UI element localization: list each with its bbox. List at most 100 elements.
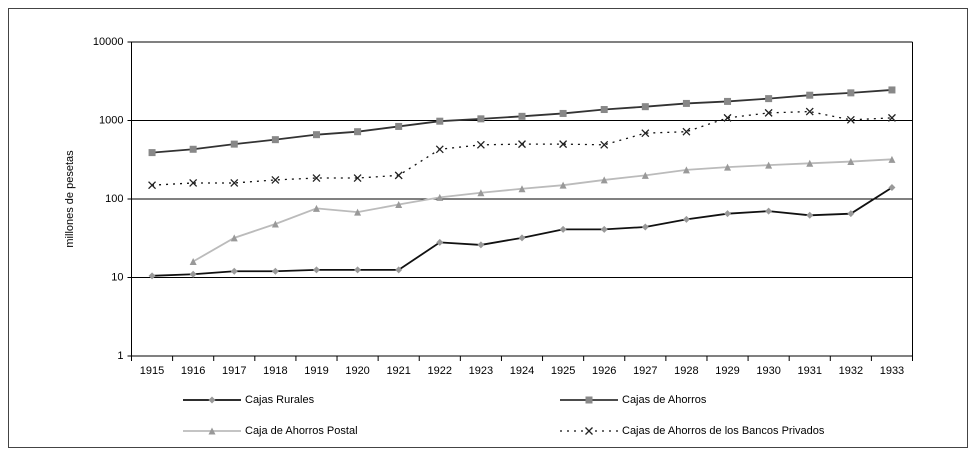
marker xyxy=(724,97,732,105)
marker xyxy=(271,267,279,275)
legend-item: Caja de Ahorros Postal xyxy=(183,425,358,437)
marker xyxy=(888,155,896,163)
marker xyxy=(395,266,403,274)
x-tick-label: 1931 xyxy=(797,365,821,377)
x-tick-label: 1916 xyxy=(181,365,205,377)
marker xyxy=(806,211,814,219)
marker xyxy=(723,113,732,122)
marker xyxy=(312,266,320,274)
marker xyxy=(189,179,198,187)
marker xyxy=(436,193,444,201)
x-tick-label: 1930 xyxy=(756,365,780,377)
marker xyxy=(806,91,814,99)
marker xyxy=(600,225,608,233)
legend-marker xyxy=(585,427,593,435)
marker xyxy=(641,103,649,111)
series-line xyxy=(152,186,893,277)
marker xyxy=(477,115,485,123)
marker xyxy=(435,145,444,154)
marker xyxy=(806,159,814,167)
x-tick-label: 1915 xyxy=(140,365,164,377)
marker xyxy=(765,207,773,215)
marker xyxy=(353,174,362,182)
x-tick-label: 1927 xyxy=(633,365,657,377)
y-axis-label: millones de pesetas xyxy=(64,150,76,248)
marker xyxy=(148,149,156,157)
legend-item: Cajas de Ahorros de los Bancos Privados xyxy=(560,425,825,437)
marker xyxy=(354,208,362,216)
marker xyxy=(354,128,362,136)
marker xyxy=(805,107,814,116)
marker xyxy=(724,163,732,171)
x-tick-label: 1929 xyxy=(715,365,739,377)
marker xyxy=(518,112,526,120)
x-tick-label: 1919 xyxy=(304,365,328,377)
marker xyxy=(847,210,855,218)
x-tick-label: 1925 xyxy=(551,365,575,377)
marker xyxy=(641,171,649,179)
legend-marker xyxy=(208,396,216,404)
marker xyxy=(230,267,238,275)
y-tick-label: 1000 xyxy=(99,114,123,126)
marker xyxy=(559,225,567,233)
marker xyxy=(312,131,320,139)
marker xyxy=(312,204,320,212)
x-tick-label: 1928 xyxy=(674,365,698,377)
marker xyxy=(189,257,197,265)
x-tick-label: 1933 xyxy=(880,365,904,377)
marker xyxy=(189,270,197,278)
marker xyxy=(230,234,238,242)
marker xyxy=(476,140,485,149)
x-tick-label: 1917 xyxy=(222,365,246,377)
x-tick-label: 1921 xyxy=(386,365,410,377)
marker xyxy=(559,140,568,149)
marker xyxy=(847,158,855,166)
marker xyxy=(148,272,156,280)
marker xyxy=(436,117,444,125)
marker xyxy=(477,189,485,197)
marker xyxy=(641,223,649,231)
marker xyxy=(394,171,403,180)
marker xyxy=(230,179,239,187)
marker xyxy=(559,181,567,189)
x-tick-label: 1918 xyxy=(263,365,287,377)
legend-marker xyxy=(208,427,216,435)
marker xyxy=(765,95,773,103)
y-tick-label: 100 xyxy=(105,193,123,205)
marker xyxy=(518,140,526,149)
marker xyxy=(887,113,896,122)
marker xyxy=(395,201,403,209)
marker xyxy=(846,115,855,124)
marker xyxy=(600,140,609,149)
marker xyxy=(189,145,197,153)
legend-item: Cajas Rurales xyxy=(183,394,315,406)
marker xyxy=(395,122,403,130)
y-tick-label: 1 xyxy=(117,350,123,362)
marker xyxy=(765,161,773,169)
x-tick-label: 1926 xyxy=(592,365,616,377)
marker xyxy=(559,109,567,117)
x-tick-label: 1924 xyxy=(510,365,534,377)
x-tick-label: 1920 xyxy=(345,365,369,377)
x-tick-label: 1922 xyxy=(428,365,452,377)
marker xyxy=(724,210,732,218)
marker xyxy=(682,215,690,223)
marker xyxy=(682,127,691,136)
marker xyxy=(518,234,526,242)
marker xyxy=(312,174,321,182)
marker xyxy=(600,176,608,184)
series-line xyxy=(192,158,892,263)
y-tick-label: 10000 xyxy=(93,36,124,48)
chart-frame xyxy=(8,8,968,448)
y-tick-label: 10 xyxy=(111,271,123,283)
marker xyxy=(354,266,362,274)
marker xyxy=(518,185,526,193)
series-line xyxy=(151,89,893,154)
x-tick-label: 1932 xyxy=(839,365,863,377)
legend-marker xyxy=(585,396,593,404)
legend-label: Cajas Rurales xyxy=(245,394,315,406)
legend-label: Caja de Ahorros Postal xyxy=(245,425,358,437)
marker xyxy=(271,220,279,228)
marker xyxy=(682,166,690,174)
